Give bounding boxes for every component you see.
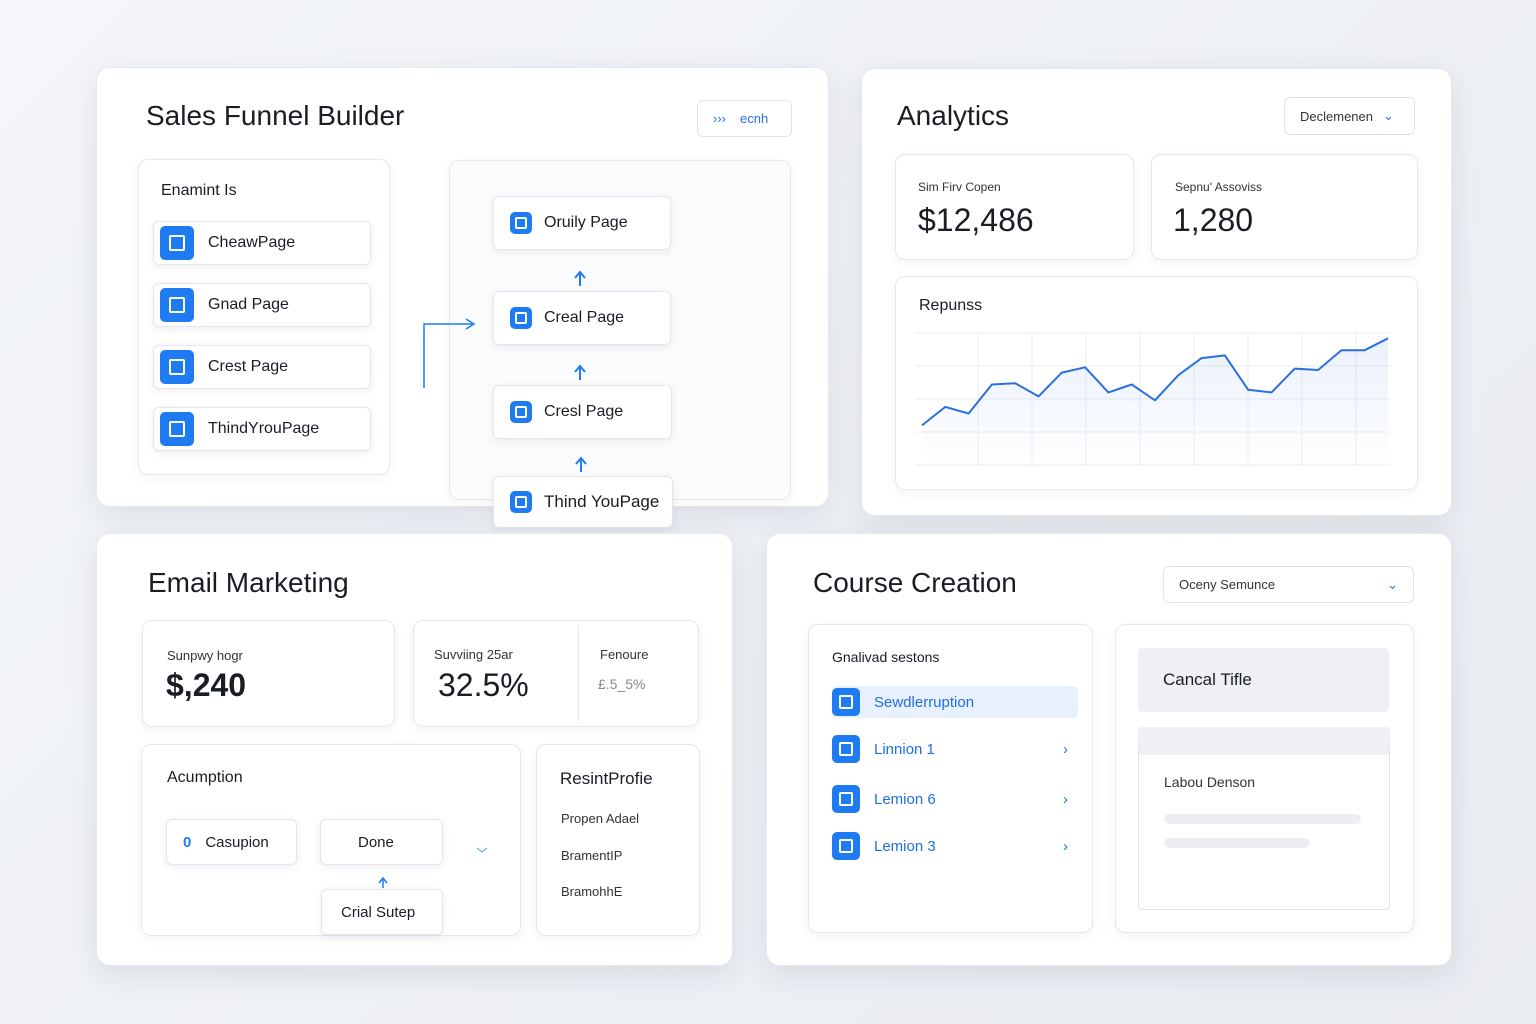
element-label: CheawPage bbox=[208, 234, 296, 251]
chart-title: Repunss bbox=[919, 297, 983, 314]
stat-card bbox=[895, 154, 1134, 260]
automation-node[interactable]: 0 Casupion bbox=[166, 819, 297, 865]
lesson-label: Lemion 6 bbox=[874, 790, 936, 808]
stat-card bbox=[1151, 154, 1418, 260]
stat-label: Sepnu' Assoviss bbox=[1175, 180, 1263, 194]
lesson-label: Sewdlerruption bbox=[874, 693, 975, 711]
stat-label: Sim Firv Copen bbox=[918, 180, 1001, 194]
lessons-panel bbox=[808, 624, 1093, 933]
chart-line bbox=[921, 337, 1389, 427]
element-label: Gnad Page bbox=[208, 296, 289, 313]
automation-arrows bbox=[378, 847, 488, 888]
lesson-item[interactable]: Lemion 3 › bbox=[832, 830, 1078, 862]
flow-label: Creal Page bbox=[544, 309, 625, 326]
stat-label: Sunpwy hogr bbox=[167, 648, 243, 663]
lessons-title: Gnalivad sestons bbox=[832, 649, 940, 665]
element-label: ThindYrouPage bbox=[208, 420, 320, 437]
profile-title: ResintProfie bbox=[560, 769, 653, 788]
flow-node[interactable]: Thind YouPage bbox=[493, 476, 673, 528]
profile-item: Propen Adael bbox=[561, 811, 640, 826]
profile-item: BramentIP bbox=[561, 848, 623, 863]
course-dropdown[interactable]: Oceny Semunce ⌄ bbox=[1163, 566, 1414, 603]
analytics-title: Analytics bbox=[897, 100, 1010, 131]
flow-arrows bbox=[423, 270, 587, 472]
node-label: Casupion bbox=[205, 833, 269, 851]
placeholder-line bbox=[1164, 814, 1361, 824]
elements-title: Enamint Is bbox=[161, 182, 237, 199]
dropdown-text: Declemenen bbox=[1300, 108, 1373, 124]
lesson-label: Linnion 1 bbox=[874, 740, 935, 758]
element-item[interactable]: Crest Page bbox=[153, 345, 371, 389]
dropdown-text: Oceny Semunce bbox=[1179, 577, 1276, 592]
email-title: Email Marketing bbox=[148, 567, 349, 598]
stat-value: $12,486 bbox=[918, 202, 1034, 238]
preview-title: Cancal Tifle bbox=[1138, 648, 1389, 712]
element-item[interactable]: CheawPage bbox=[153, 221, 371, 265]
analytics-dropdown[interactable]: Declemenen ⌄ bbox=[1284, 97, 1415, 135]
divider bbox=[578, 625, 579, 721]
lesson-label: Lemion 3 bbox=[874, 837, 936, 855]
lesson-item[interactable]: Lemion 6 › bbox=[832, 783, 1078, 815]
funnel-title: Sales Funnel Builder bbox=[146, 100, 405, 131]
chart-area bbox=[922, 338, 1388, 465]
preview-box bbox=[1138, 727, 1390, 910]
flow-label: Cresl Page bbox=[544, 403, 624, 420]
automation-node[interactable]: Done bbox=[320, 819, 443, 865]
stat-value: 32.5% bbox=[438, 667, 529, 703]
chart bbox=[915, 332, 1390, 466]
placeholder-line bbox=[1164, 838, 1310, 848]
stat-card bbox=[413, 620, 699, 727]
search-box[interactable]: ››› ecnh bbox=[697, 100, 792, 137]
node-label: Crial Sutep bbox=[341, 903, 416, 921]
flow-node[interactable]: Cresl Page bbox=[493, 385, 672, 439]
flow-label: Oruily Page bbox=[544, 214, 628, 231]
flow-label: Thind YouPage bbox=[544, 492, 660, 511]
automation-node[interactable]: Crial Sutep bbox=[321, 889, 443, 935]
stat-value: $,240 bbox=[166, 667, 247, 703]
stat-value: £.5_5% bbox=[598, 676, 646, 692]
lesson-item[interactable]: Sewdlerruption bbox=[832, 686, 1078, 718]
node-label: Done bbox=[358, 833, 394, 851]
element-item[interactable]: ThindYrouPage bbox=[153, 407, 371, 451]
stat-label: Suvviing 25ar bbox=[434, 647, 513, 662]
automation-title: Acumption bbox=[167, 769, 243, 786]
stat-value: 1,280 bbox=[1173, 202, 1254, 238]
lesson-item[interactable]: Linnion 1 › bbox=[832, 733, 1078, 765]
course-title: Course Creation bbox=[813, 567, 1017, 598]
stat-card bbox=[142, 620, 395, 727]
element-item[interactable]: Gnad Page bbox=[153, 283, 371, 327]
flow-node[interactable]: Oruily Page bbox=[493, 196, 671, 250]
preview-subtitle: Labou Denson bbox=[1164, 774, 1256, 790]
profile-item: BramohhE bbox=[561, 884, 623, 899]
stat-label: Fenoure bbox=[600, 647, 649, 662]
flow-node[interactable]: Creal Page bbox=[493, 291, 671, 345]
profile-panel bbox=[536, 744, 700, 936]
search-text: ecnh bbox=[740, 111, 769, 126]
element-label: Crest Page bbox=[208, 358, 289, 375]
